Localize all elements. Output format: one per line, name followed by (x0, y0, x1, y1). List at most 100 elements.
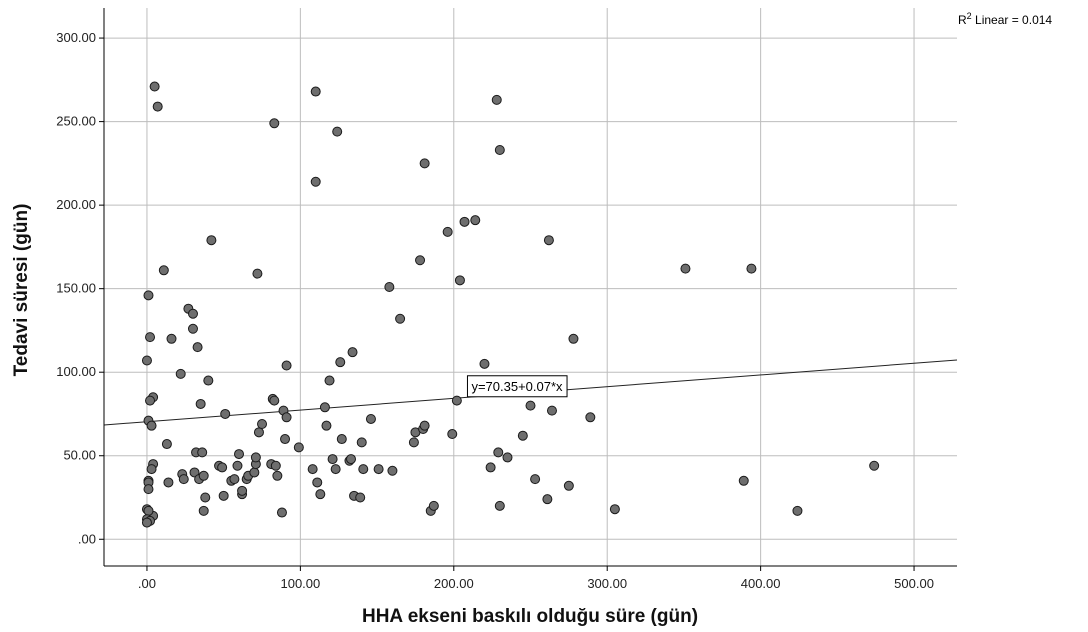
data-point (335, 357, 346, 368)
data-point (178, 474, 189, 485)
x-tick-label: 400.00 (741, 576, 781, 591)
data-point (543, 235, 554, 246)
data-point (145, 395, 156, 406)
data-point (332, 126, 343, 137)
y-tick-label: 150.00 (56, 281, 96, 296)
data-point (281, 412, 292, 423)
data-point (187, 323, 198, 334)
data-point (234, 449, 245, 460)
data-point (198, 470, 209, 481)
data-point (195, 398, 206, 409)
data-point (408, 437, 419, 448)
data-point (387, 465, 398, 476)
data-point (419, 420, 430, 431)
data-point (161, 439, 172, 450)
plot-frame (103, 8, 957, 567)
data-point (146, 464, 157, 475)
data-point (143, 290, 154, 301)
data-point (220, 408, 231, 419)
data-point (315, 489, 326, 500)
data-point (585, 412, 596, 423)
data-point (563, 480, 574, 491)
data-point (356, 437, 367, 448)
data-point (546, 405, 557, 416)
data-point (459, 216, 470, 227)
data-point (217, 462, 228, 473)
y-tick-label: .00 (78, 531, 96, 546)
x-tick-label: 100.00 (280, 576, 320, 591)
data-point (327, 454, 338, 465)
fit-equation-text: y=70.35+0.07*x (471, 379, 563, 394)
y-tick-label: 200.00 (56, 197, 96, 212)
data-point (280, 434, 291, 445)
data-point (175, 368, 186, 379)
data-point (310, 176, 321, 187)
x-tick-label: 500.00 (894, 576, 934, 591)
data-point (373, 464, 384, 475)
data-point (568, 333, 579, 344)
data-point (738, 475, 749, 486)
data-point (249, 467, 260, 478)
data-point (252, 268, 263, 279)
data-point (269, 118, 280, 129)
data-point (312, 477, 323, 488)
y-tick-label: 250.00 (56, 114, 96, 129)
data-point (347, 347, 358, 358)
data-point (494, 500, 505, 511)
data-point (485, 462, 496, 473)
tick-labels: .00 100.00 200.00 300.00 400.00 500.00 .00 50.0… (56, 30, 934, 591)
data-point (324, 375, 335, 386)
data-point (200, 492, 211, 503)
data-point (384, 282, 395, 292)
y-tick-label: 300.00 (56, 30, 96, 45)
data-point (355, 492, 366, 503)
data-point (792, 505, 803, 516)
data-point (203, 375, 214, 386)
data-point (187, 308, 198, 319)
data-point (346, 454, 357, 465)
data-point (330, 464, 341, 475)
data-point (746, 263, 757, 274)
fit-equation-box (466, 375, 568, 398)
data-point (141, 517, 152, 528)
data-point (146, 420, 157, 431)
data-point (149, 81, 160, 92)
data-point (270, 460, 281, 471)
data-point (609, 504, 620, 515)
data-point (197, 447, 208, 458)
x-tick-label: 200.00 (434, 576, 474, 591)
data-point (143, 505, 154, 516)
data-point (447, 429, 458, 440)
r2-superscript: 2 (967, 11, 972, 21)
data-point (272, 470, 283, 481)
data-point (145, 332, 156, 343)
data-point (542, 494, 553, 505)
data-point (281, 360, 292, 371)
data-point (189, 467, 200, 478)
grid-lines (104, 8, 957, 566)
data-point (143, 484, 154, 495)
data-point (442, 226, 453, 237)
data-point (479, 358, 490, 369)
data-point (232, 460, 243, 471)
data-point (365, 413, 376, 424)
data-point (166, 333, 177, 344)
data-point (419, 158, 430, 169)
data-point (321, 420, 332, 431)
x-axis-title: HHA ekseni baskılı olduğu süre (gün) (362, 606, 698, 627)
data-points (141, 81, 880, 528)
data-point (358, 464, 369, 475)
data-point (319, 402, 330, 413)
data-point (269, 395, 280, 406)
x-tick-label: 300.00 (587, 576, 627, 591)
data-point (517, 430, 528, 441)
y-tick-label: 100.00 (56, 364, 96, 379)
data-point (395, 313, 406, 324)
data-point (491, 94, 502, 105)
data-point (257, 418, 268, 429)
data-point (336, 434, 347, 445)
data-point (206, 235, 217, 246)
data-point (502, 452, 513, 463)
data-point (415, 255, 426, 266)
